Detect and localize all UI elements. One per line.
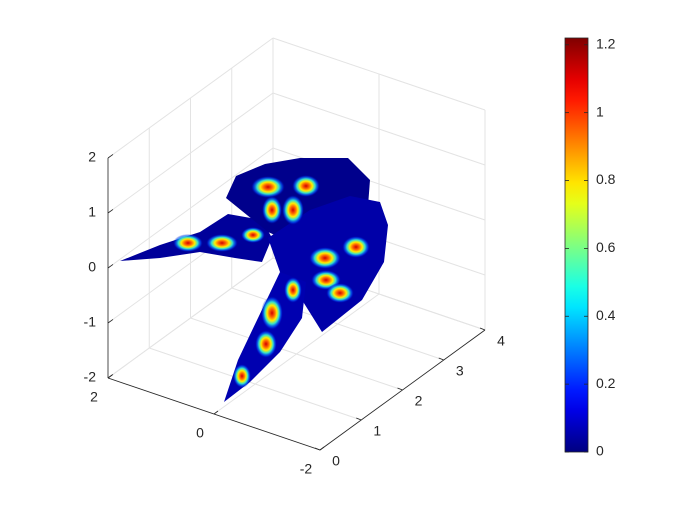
grid-line: [107, 147, 274, 269]
grid-line: [272, 37, 486, 111]
z-tick-label: 1: [88, 204, 96, 220]
z-tick-label: 0: [88, 259, 96, 275]
x-tick-label: 0: [196, 425, 204, 441]
x-tick-label: 2: [90, 389, 98, 405]
tick-mark: [107, 319, 114, 324]
colorbar-tick-label: 0: [596, 443, 604, 459]
surface-shading: [173, 175, 370, 388]
y-tick-label: 2: [415, 393, 423, 409]
grid-line: [107, 92, 274, 214]
tick-mark: [213, 410, 219, 415]
grid-line: [107, 37, 274, 159]
colorbar-tick-label: 0.6: [596, 239, 616, 255]
tick-mark: [438, 357, 444, 361]
z-tick-label: -1: [84, 314, 97, 330]
surface: [120, 158, 388, 402]
y-tick-label: 3: [456, 363, 464, 379]
tick-mark: [319, 446, 325, 451]
y-tick-label: 4: [497, 333, 505, 349]
y-tick-label: 0: [332, 453, 340, 469]
x-tick-label: -2: [300, 461, 313, 477]
colorbar-tick-label: 0.4: [596, 307, 616, 323]
tick-mark: [314, 447, 321, 451]
z-tick-label: 2: [88, 149, 96, 165]
axes: -2 -1 0 1 2 -2 0 2 0 1 2 3 4: [84, 149, 506, 477]
colorbar-tick-label: 0.8: [596, 171, 616, 187]
tick-mark: [107, 154, 114, 159]
colorbar-tick-label: 1: [596, 103, 604, 119]
z-tick-label: -2: [84, 369, 97, 385]
grid-line: [190, 317, 403, 391]
tick-mark: [107, 374, 113, 379]
colorbar-tick-label: 1.2: [596, 35, 616, 51]
tick-mark: [107, 264, 114, 269]
grid-line: [272, 92, 486, 166]
grid-line: [107, 257, 274, 379]
tick-mark: [397, 387, 403, 391]
y-tick-label: 1: [373, 423, 381, 439]
colorbar: [564, 37, 589, 453]
tick-mark: [107, 209, 114, 214]
grid-line: [149, 347, 362, 421]
colorbar-tick-label: 0.2: [596, 375, 616, 391]
tick-mark: [479, 327, 486, 331]
tick-mark: [356, 417, 362, 421]
